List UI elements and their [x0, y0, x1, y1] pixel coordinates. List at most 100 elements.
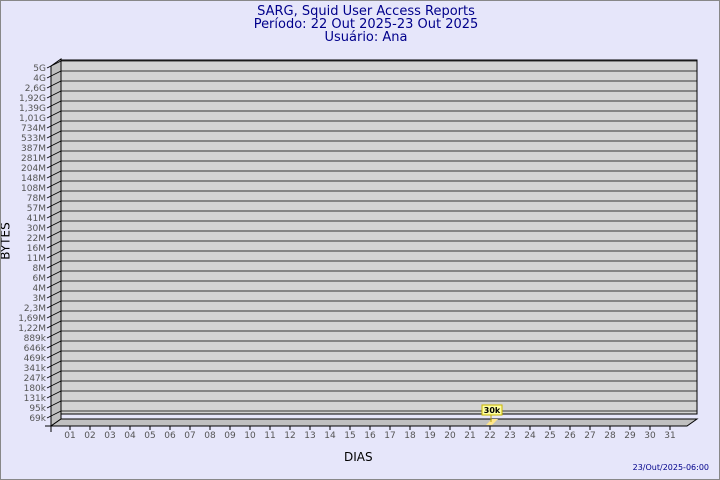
y-tick: [46, 400, 62, 409]
y-tick-label: 387M: [21, 144, 46, 154]
x-tick-label: 30: [644, 431, 656, 441]
data-label-box: [481, 404, 503, 416]
y-tick-label: 69k: [29, 414, 46, 424]
x-tick-label: 20: [444, 431, 456, 441]
y-tick-label: 131k: [24, 394, 47, 404]
x-tick-label: 31: [664, 431, 675, 441]
y-tick-label: 281M: [21, 154, 46, 164]
x-tick-label: 18: [404, 431, 416, 441]
y-tick: [46, 120, 62, 129]
floor: [49, 418, 699, 427]
x-tick-label: 04: [124, 431, 136, 441]
data-label: 30k: [484, 406, 501, 415]
y-tick: [46, 370, 62, 379]
y-tick: [46, 250, 62, 259]
x-tick-label: 27: [584, 431, 595, 441]
y-tick-label: 1,22M: [18, 324, 46, 334]
y-tick-label: 889k: [24, 334, 47, 344]
x-tick-label: 21: [464, 431, 475, 441]
chart-subtitle-user: Usuário: Ana: [324, 30, 408, 45]
x-tick-label: 06: [164, 431, 176, 441]
chart-subtitle-period: Período: 22 Out 2025-23 Out 2025: [253, 17, 479, 32]
y-tick-label: 22M: [27, 234, 46, 244]
y-tick: [46, 410, 62, 419]
y-tick: [46, 290, 62, 299]
y-tick-label: 1,69M: [18, 314, 46, 324]
x-tick-label: 13: [304, 431, 315, 441]
y-tick: [46, 180, 62, 189]
y-tick-label: 78M: [27, 194, 46, 204]
y-tick-label: 4M: [33, 284, 47, 294]
x-tick-label: 24: [524, 431, 536, 441]
x-tick-label: 08: [204, 431, 216, 441]
y-tick-label: 41M: [27, 214, 46, 224]
x-tick-label: 16: [364, 431, 376, 441]
y-tick: [46, 60, 62, 69]
y-tick: [46, 260, 62, 269]
y-axis-label: BYTES: [0, 222, 13, 260]
y-tick-label: 734M: [21, 124, 46, 134]
x-tick-label: 09: [224, 431, 236, 441]
y-tick-label: 95k: [29, 404, 46, 414]
y-tick-label: 204M: [21, 164, 46, 174]
y-tick: [46, 390, 62, 399]
chart-title: SARG, Squid User Access Reports: [257, 4, 475, 19]
y-tick-label: 533M: [21, 134, 46, 144]
x-tick-label: 02: [84, 431, 95, 441]
x-tick-label: 03: [104, 431, 115, 441]
y-tick-label: 341k: [24, 364, 47, 374]
x-tick-label: 25: [544, 431, 555, 441]
y-tick-label: 8M: [33, 264, 47, 274]
y-tick: [46, 160, 62, 169]
y-tick: [46, 230, 62, 239]
y-tick-label: 469k: [24, 354, 47, 364]
y-tick-label: 2,3M: [24, 304, 46, 314]
y-tick: [46, 240, 62, 249]
footer-timestamp: 23/Out/2025-06:00: [632, 463, 709, 472]
x-tick-label: 14: [324, 431, 336, 441]
x-tick-label: 01: [64, 431, 75, 441]
y-tick: [46, 210, 62, 219]
y-tick-label: 1,39G: [19, 104, 46, 114]
y-tick-label: 2,6G: [25, 84, 46, 94]
y-tick-label: 4G: [33, 74, 46, 84]
y-tick: [46, 300, 62, 309]
x-tick-label: 07: [184, 431, 195, 441]
y-tick-label: 148M: [21, 174, 46, 184]
x-tick-label: 11: [264, 431, 275, 441]
x-tick-label: 05: [144, 431, 155, 441]
x-axis-label: DIAS: [344, 450, 373, 464]
x-tick-label: 29: [624, 431, 636, 441]
y-tick-label: 11M: [27, 254, 46, 264]
y-tick: [46, 140, 62, 149]
x-tick-label: 22: [484, 431, 495, 441]
y-tick: [46, 270, 62, 279]
y-tick: [46, 100, 62, 109]
x-tick-label: 26: [564, 431, 576, 441]
x-tick-label: 23: [504, 431, 515, 441]
y-tick: [46, 70, 62, 79]
y-tick-label: 16M: [27, 244, 46, 254]
y-tick: [46, 130, 62, 139]
y-tick-label: 1,01G: [19, 114, 46, 124]
x-tick-label: 10: [244, 431, 256, 441]
y-tick: [46, 280, 62, 289]
x-tick-label: 28: [604, 431, 616, 441]
y-tick: [46, 190, 62, 199]
y-tick-label: 6M: [33, 274, 47, 284]
y-tick: [46, 220, 62, 229]
x-tick-label: 15: [344, 431, 355, 441]
y-tick: [46, 200, 62, 209]
y-tick: [46, 110, 62, 119]
y-tick: [46, 330, 62, 339]
y-tick: [46, 150, 62, 159]
y-tick: [46, 80, 62, 89]
y-tick: [46, 310, 62, 319]
x-tick-label: 12: [284, 431, 295, 441]
back-wall: [60, 59, 698, 415]
y-tick-label: 108M: [21, 184, 46, 194]
y-tick-label: 180k: [24, 384, 47, 394]
bar-day-22: [486, 419, 498, 425]
